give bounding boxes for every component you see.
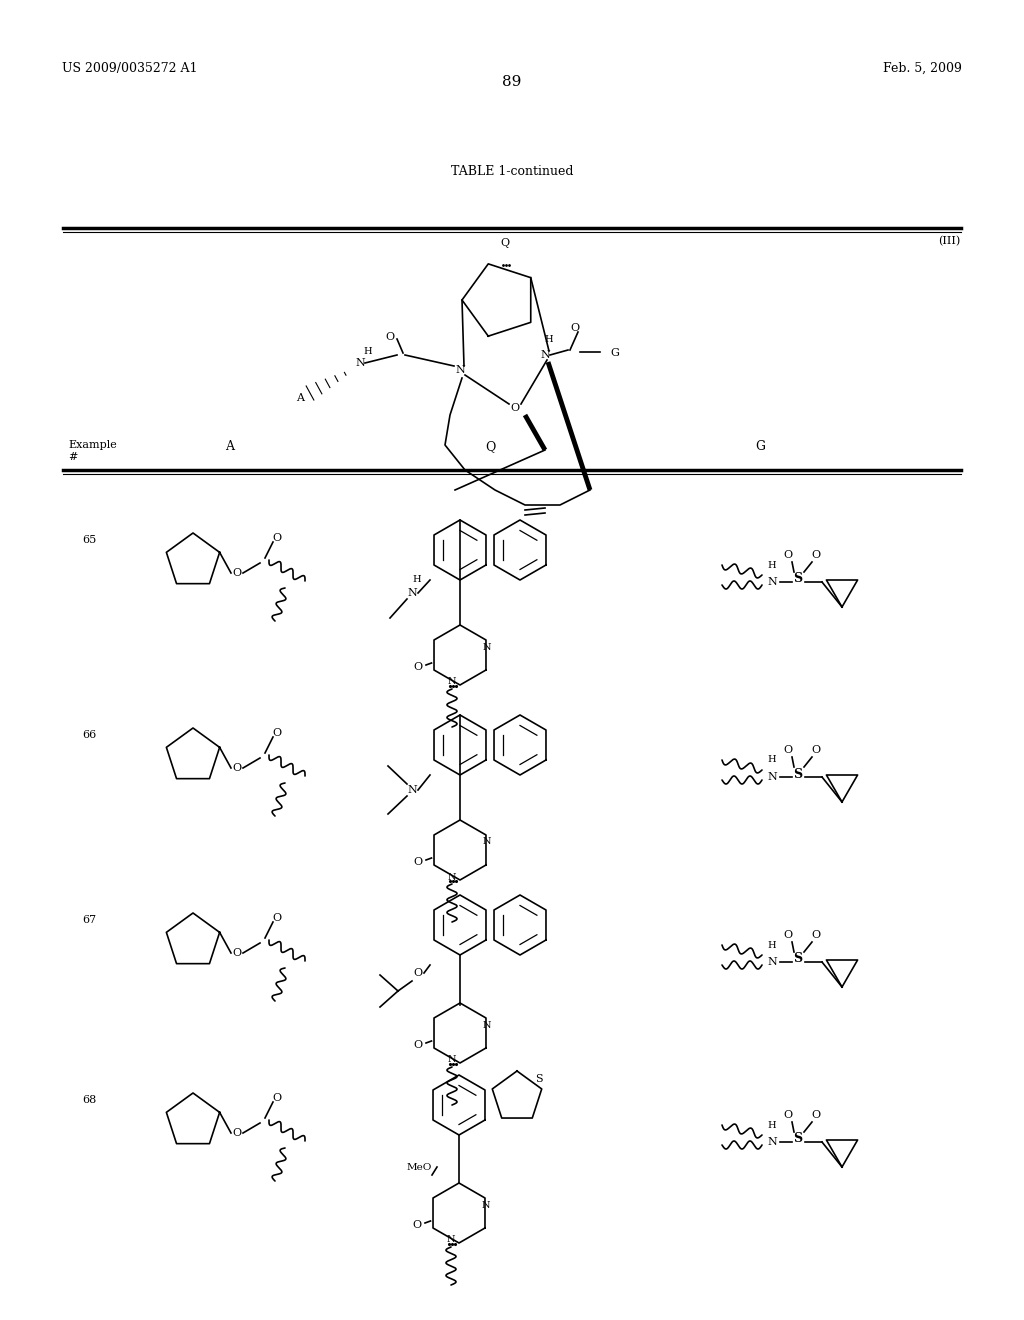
Text: O: O [413, 1220, 422, 1230]
Text: O: O [811, 931, 820, 940]
Text: Feb. 5, 2009: Feb. 5, 2009 [883, 62, 962, 75]
Text: 68: 68 [82, 1096, 96, 1105]
Text: O: O [510, 403, 519, 413]
Text: O: O [811, 744, 820, 755]
Text: S: S [794, 1133, 803, 1146]
Text: Example
#: Example # [69, 440, 117, 462]
Text: O: O [232, 1129, 242, 1138]
Text: N: N [482, 643, 492, 652]
Text: H: H [768, 1121, 776, 1130]
Text: O: O [783, 550, 793, 560]
Text: O: O [272, 729, 282, 738]
Text: N: N [767, 577, 777, 587]
Text: O: O [811, 1110, 820, 1119]
Text: N: N [408, 785, 417, 795]
Text: H: H [413, 574, 421, 583]
Text: O: O [783, 744, 793, 755]
Text: N: N [767, 1137, 777, 1147]
Text: O: O [414, 663, 423, 672]
Text: O: O [232, 948, 242, 958]
Text: G: G [755, 440, 765, 453]
Text: 89: 89 [503, 75, 521, 88]
Text: O: O [783, 931, 793, 940]
Text: S: S [794, 767, 803, 780]
Text: O: O [811, 550, 820, 560]
Text: S: S [794, 573, 803, 586]
Text: O: O [272, 1093, 282, 1104]
Text: O: O [783, 1110, 793, 1119]
Text: N: N [447, 677, 457, 686]
Text: N: N [446, 1236, 456, 1245]
Text: N: N [767, 772, 777, 781]
Text: H: H [545, 335, 553, 345]
Text: N: N [408, 587, 417, 598]
Text: O: O [414, 968, 423, 978]
Text: (III): (III) [938, 236, 961, 247]
Text: O: O [414, 1040, 423, 1049]
Text: N: N [767, 957, 777, 968]
Text: O: O [385, 333, 394, 342]
Text: N: N [482, 1020, 492, 1030]
Text: O: O [570, 323, 580, 333]
Text: N: N [481, 1200, 490, 1209]
Text: Q: Q [484, 440, 496, 453]
Text: O: O [232, 568, 242, 578]
Text: A: A [225, 440, 234, 453]
Text: TABLE 1-continued: TABLE 1-continued [451, 165, 573, 178]
Text: H: H [768, 561, 776, 569]
Text: N: N [447, 873, 457, 882]
Text: MeO: MeO [407, 1163, 432, 1172]
Text: O: O [414, 857, 423, 867]
Text: 67: 67 [82, 915, 96, 925]
Text: 65: 65 [82, 535, 96, 545]
Text: O: O [272, 913, 282, 923]
Text: G: G [610, 348, 620, 358]
Text: H: H [364, 346, 373, 355]
Text: US 2009/0035272 A1: US 2009/0035272 A1 [62, 62, 198, 75]
Text: O: O [232, 763, 242, 774]
Text: N: N [355, 358, 365, 368]
Text: Q: Q [501, 238, 510, 248]
Text: N: N [482, 837, 492, 846]
Text: A: A [296, 393, 304, 403]
Text: O: O [272, 533, 282, 543]
Text: S: S [794, 953, 803, 965]
Text: N: N [540, 350, 550, 360]
Text: N: N [455, 366, 465, 375]
Text: S: S [536, 1074, 543, 1084]
Text: 66: 66 [82, 730, 96, 741]
Text: H: H [768, 940, 776, 949]
Text: H: H [768, 755, 776, 764]
Text: N: N [447, 1056, 457, 1064]
